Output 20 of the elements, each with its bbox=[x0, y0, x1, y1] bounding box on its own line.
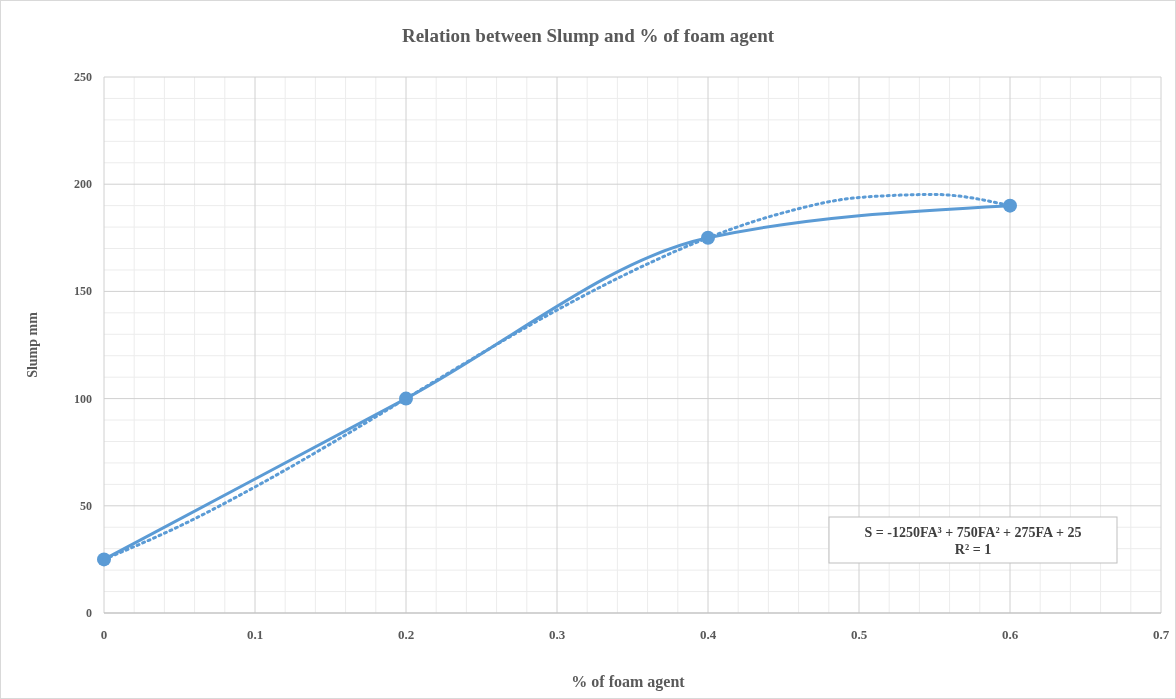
y-tick-label: 200 bbox=[74, 177, 92, 192]
x-tick-label: 0.2 bbox=[397, 627, 415, 642]
y-tick-label: 100 bbox=[74, 391, 92, 406]
y-tick-label: 0 bbox=[86, 606, 92, 620]
x-tick-label: 0.6 bbox=[1001, 627, 1019, 642]
x-tick-label: 0.7 bbox=[1152, 627, 1170, 642]
x-tick-label: 0 bbox=[100, 627, 108, 642]
equation-box: S = -1250FA³ + 750FA² + 275FA + 25 R² = 1 bbox=[828, 516, 1118, 564]
point bbox=[1003, 198, 1017, 213]
x-tick-label: 0.1 bbox=[246, 627, 264, 642]
y-axis-title: Slump mm bbox=[25, 311, 40, 378]
annotation: S = -1250FA³ + 750FA² + 275FA + 25 R² = 1 bbox=[864, 525, 1082, 557]
x-tick-label: 0.4 bbox=[699, 627, 717, 642]
x-axis-title: % of foam agent bbox=[571, 673, 686, 691]
chart-title: Relation between Slump and % of foam agent bbox=[401, 25, 775, 46]
y-tick-label: 50 bbox=[80, 498, 92, 513]
y-tick-label: 250 bbox=[74, 70, 92, 84]
x-tick-label: 0.5 bbox=[850, 627, 868, 642]
y-tick-label: 150 bbox=[74, 284, 92, 299]
x-tick-label: 0.3 bbox=[548, 627, 566, 642]
